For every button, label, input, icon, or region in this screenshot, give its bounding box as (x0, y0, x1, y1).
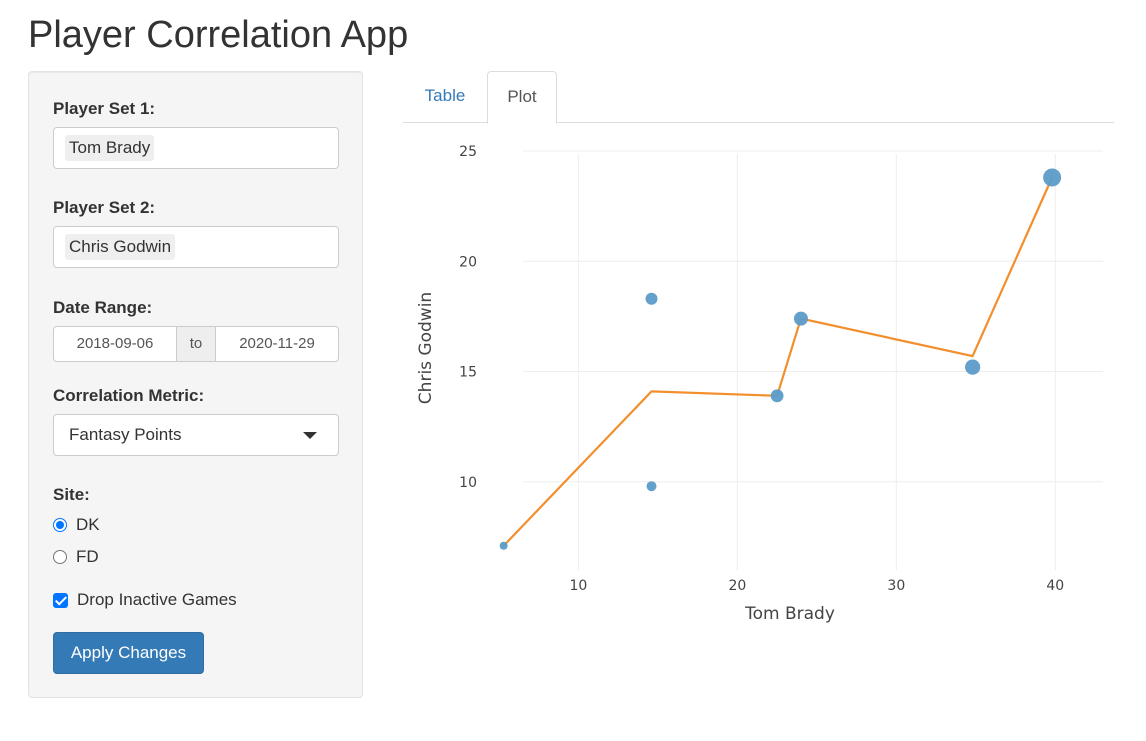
radio-fd[interactable] (53, 550, 67, 564)
date-range-label: Date Range: (53, 298, 153, 317)
date-separator: to (176, 327, 216, 361)
sidebar-panel: Player Set 1: Tom Brady Player Set 2: Ch… (28, 71, 363, 698)
player-set-2-chip[interactable]: Chris Godwin (65, 234, 176, 260)
data-point (1043, 168, 1062, 187)
drop-inactive-checkbox[interactable] (53, 592, 68, 608)
data-point (646, 481, 657, 492)
tab-table[interactable]: Table (424, 86, 466, 105)
y-tick-label: 20 (459, 254, 477, 270)
site-option-dk-label: DK (76, 515, 100, 534)
data-point (965, 359, 981, 375)
correlation-metric-select[interactable]: Fantasy Points (53, 414, 339, 456)
tab-bar: Table Plot (403, 71, 1114, 124)
correlation-metric-value: Fantasy Points (69, 425, 182, 444)
apply-changes-button[interactable]: Apply Changes (53, 632, 204, 674)
tab-plot[interactable]: Plot (487, 71, 557, 124)
x-tick-label: 30 (887, 578, 905, 594)
data-point (770, 389, 784, 403)
player-set-1-label: Player Set 1: (53, 99, 156, 118)
date-range-input: 2018-09-06 to 2020-11-29 (53, 326, 339, 362)
y-tick-label: 25 (459, 144, 477, 160)
y-tick-label: 10 (459, 475, 477, 491)
date-start-input[interactable]: 2018-09-06 (76, 335, 154, 352)
radio-dk[interactable] (53, 518, 67, 532)
y-tick-label: 15 (459, 365, 477, 381)
drop-inactive-label: Drop Inactive Games (77, 590, 237, 609)
site-label: Site: (53, 485, 90, 504)
data-point (645, 292, 658, 305)
x-tick-label: 40 (1046, 578, 1064, 594)
tab-divider (403, 122, 1114, 123)
correlation-scatter-plot: 10 20 30 40 10 15 20 25 Tom Brady Chris Godwin (416, 144, 1103, 624)
site-option-fd[interactable]: FD (53, 546, 99, 568)
page-title: Player Correlation App (28, 14, 409, 56)
player-set-1-chip[interactable]: Tom Brady (65, 135, 155, 161)
player-set-2-label: Player Set 2: (53, 198, 156, 217)
date-end-input[interactable]: 2020-11-29 (239, 335, 315, 352)
x-tick-label: 20 (728, 578, 746, 594)
chevron-down-icon (303, 432, 317, 439)
data-point (793, 311, 808, 326)
x-tick-label: 10 (569, 578, 587, 594)
trend-line (502, 177, 1054, 547)
site-option-fd-label: FD (76, 547, 99, 566)
site-option-dk[interactable]: DK (53, 514, 100, 536)
player-set-1-input[interactable]: Tom Brady (53, 127, 339, 169)
x-axis-label: Tom Brady (744, 604, 835, 624)
y-axis-label: Chris Godwin (416, 292, 436, 404)
correlation-metric-label: Correlation Metric: (53, 386, 205, 405)
drop-inactive-games[interactable]: Drop Inactive Games (53, 589, 237, 611)
data-point (499, 541, 508, 550)
player-set-2-input[interactable]: Chris Godwin (53, 226, 339, 268)
